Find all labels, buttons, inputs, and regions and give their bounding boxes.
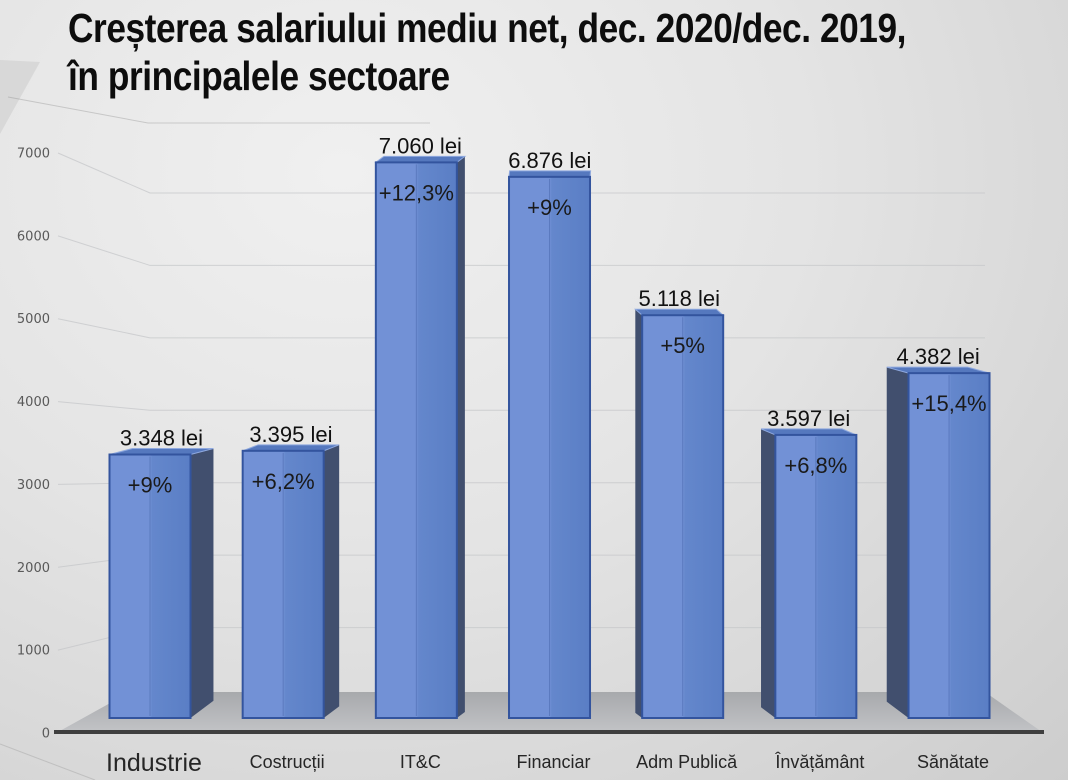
- bar-front-face: [641, 314, 725, 719]
- x-axis-label-costruc-ii: Costrucții: [250, 752, 325, 772]
- y-tick-0: 0: [42, 727, 50, 742]
- y-tick-1000: 1000: [17, 644, 50, 659]
- value-label-costruc-ii: 3.395 lei: [249, 422, 332, 447]
- bar-front-face: [108, 453, 192, 719]
- bar-nv-m-nt: 3.597 lei +6,8%: [760, 406, 858, 719]
- chart-title: Creșterea salariului mediu net, dec. 202…: [68, 4, 906, 100]
- y-tick-3000: 3000: [17, 478, 50, 493]
- crease-line-bottom-left: [0, 743, 96, 780]
- value-label-it-c: 7.060 lei: [379, 133, 462, 158]
- gridline-6000: [57, 235, 985, 266]
- corner-fold-top-left: [0, 60, 40, 134]
- x-axis-label-adm-public: Adm Publică: [636, 752, 738, 772]
- y-tick-7000: 7000: [17, 147, 50, 162]
- value-label-adm-public: 5.118 lei: [638, 286, 720, 311]
- value-label-financiar: 6.876 lei: [508, 148, 591, 173]
- bar-front-face: [774, 433, 858, 719]
- background-decoration: [0, 60, 430, 780]
- bar-industrie: 3.348 lei +9%: [108, 426, 214, 719]
- x-axis-label-s-n-tate: Sănătate: [917, 752, 989, 772]
- y-tick-2000: 2000: [17, 561, 50, 576]
- x-axis-line: [54, 730, 1044, 734]
- bar-costruc-ii: 3.395 lei +6,2%: [241, 422, 340, 719]
- bar-front-face: [508, 175, 592, 719]
- bar-side-face: [323, 444, 340, 718]
- pct-label-costruc-ii: +6,2%: [252, 469, 315, 494]
- bar-side-face: [456, 156, 465, 719]
- pct-label-industrie: +9%: [128, 473, 173, 498]
- bar-front-face: [907, 372, 991, 719]
- x-axis-label-industrie: Industrie: [106, 749, 202, 777]
- pct-label-s-n-tate: +15,4%: [911, 391, 986, 416]
- bar-side-face: [190, 448, 214, 718]
- gridline-7000: [57, 152, 985, 194]
- bar-adm-public: 5.118 lei +5%: [633, 286, 725, 719]
- y-axis: 0 1000 2000 3000 4000 5000 6000 7000: [17, 147, 50, 742]
- crease-line-top-left: [7, 96, 430, 124]
- y-tick-4000: 4000: [17, 395, 50, 410]
- value-label-industrie: 3.348 lei: [120, 426, 203, 451]
- pct-label-nv-m-nt: +6,8%: [784, 453, 847, 478]
- x-axis-label-it-c: IT&C: [400, 752, 441, 772]
- pct-label-financiar: +9%: [527, 195, 572, 220]
- bar-it-c: 7.060 lei +12,3%: [374, 133, 467, 720]
- chart-title-line1: Creșterea salariului mediu net, dec. 202…: [68, 5, 907, 51]
- pct-label-it-c: +12,3%: [379, 180, 454, 205]
- bar-front-face: [241, 449, 325, 719]
- pct-label-adm-public: +5%: [660, 333, 705, 358]
- bar-side-face: [635, 309, 643, 718]
- y-tick-5000: 5000: [17, 312, 50, 327]
- y-tick-6000: 6000: [17, 229, 50, 244]
- bar-s-n-tate: 4.382 lei +15,4%: [886, 344, 991, 719]
- x-axis-labels: Industrie Costrucții IT&C Financiar Adm Publ…: [106, 749, 989, 777]
- bar-financiar: 6.876 lei +9%: [508, 148, 592, 719]
- x-axis-label-financiar: Financiar: [516, 752, 590, 772]
- bar-side-face: [886, 367, 909, 718]
- value-label-nv-m-nt: 3.597 lei: [767, 406, 850, 431]
- bar-front-face: [374, 161, 458, 720]
- value-label-s-n-tate: 4.382 lei: [897, 344, 980, 369]
- chart-title-line2: în principalele sectoare: [68, 53, 450, 99]
- x-axis-label-nv-m-nt: Învățământ: [774, 752, 864, 772]
- bar-side-face: [761, 428, 776, 718]
